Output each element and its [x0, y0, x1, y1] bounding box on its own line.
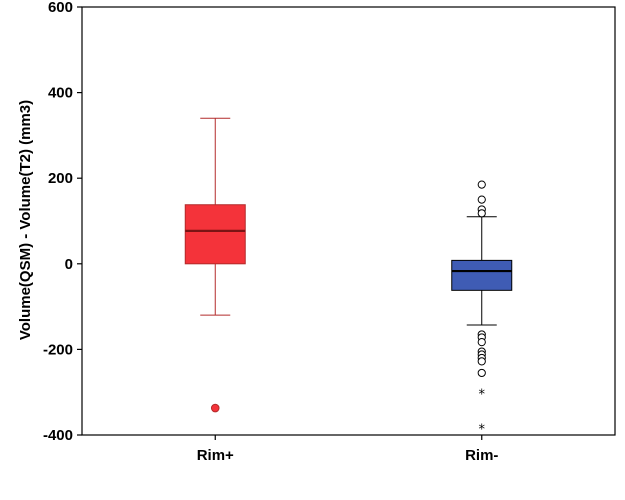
- extreme-point: [210, 403, 220, 413]
- outlier-point: [477, 338, 486, 347]
- outlier-point: [477, 357, 486, 366]
- y-tick-label: 200: [48, 170, 73, 187]
- outlier-point: [477, 180, 486, 189]
- plot-area: -400 -200 0 200 400 600 Rim+ Rim- * *: [43, 0, 616, 464]
- y-tick-label: 600: [48, 0, 73, 16]
- extreme-point: *: [479, 423, 486, 438]
- y-tick-label: 0: [65, 256, 73, 273]
- extreme-point: *: [479, 387, 486, 402]
- x-tick-label: Rim+: [197, 447, 234, 464]
- box-rimplus: [184, 204, 246, 265]
- outlier-point: [477, 195, 486, 204]
- y-tick-label: -400: [43, 427, 73, 444]
- outlier-point: [477, 209, 486, 218]
- outlier-point: [477, 368, 486, 378]
- plot-frame: [81, 6, 616, 436]
- y-tick-label: 400: [48, 85, 73, 102]
- x-tick-label: Rim-: [465, 447, 498, 464]
- y-axis-title: Volume(QSM) - Volume(T2) (mm3): [17, 100, 34, 340]
- box-rimminus: [451, 259, 513, 291]
- y-tick-label: -200: [43, 341, 73, 358]
